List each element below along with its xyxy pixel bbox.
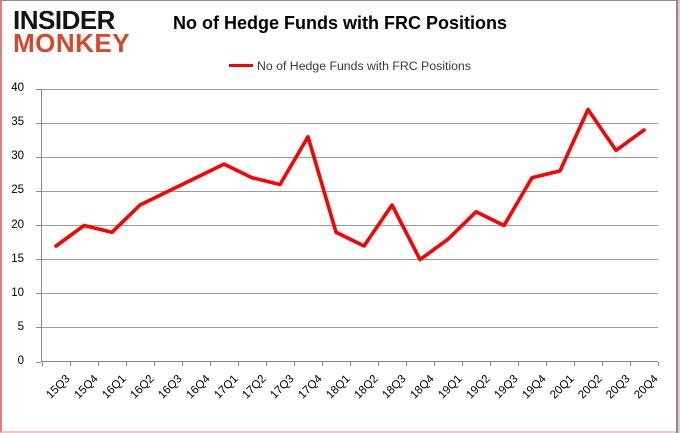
- gridline: [42, 156, 658, 158]
- x-tick: [321, 362, 323, 366]
- x-tick: [293, 362, 295, 366]
- y-tick: [36, 156, 41, 158]
- x-tick: [41, 362, 43, 366]
- x-axis-label: 20Q1: [548, 373, 577, 402]
- x-tick: [545, 362, 547, 366]
- series-svg: [54, 107, 646, 262]
- y-axis-label: 25: [11, 184, 24, 197]
- x-axis-label: 17Q3: [268, 373, 297, 402]
- x-tick: [349, 362, 351, 366]
- x-tick: [125, 362, 127, 366]
- x-tick: [265, 362, 267, 366]
- y-tick: [36, 327, 41, 329]
- gridline: [42, 122, 658, 124]
- x-tick: [517, 362, 519, 366]
- y-tick: [36, 88, 41, 90]
- x-axis-label: 15Q4: [72, 373, 101, 402]
- x-axis-label: 18Q2: [352, 373, 381, 402]
- x-tick: [433, 362, 435, 366]
- x-axis-label: 20Q4: [632, 373, 661, 402]
- x-tick: [209, 362, 211, 366]
- x-tick: [181, 362, 183, 366]
- x-tick: [377, 362, 379, 366]
- x-tick: [657, 362, 659, 366]
- x-tick: [461, 362, 463, 366]
- x-axis-label: 19Q3: [492, 373, 521, 402]
- x-tick: [97, 362, 99, 366]
- x-axis-label: 16Q3: [156, 373, 185, 402]
- y-axis-label: 0: [17, 355, 24, 367]
- x-axis-label: 18Q4: [408, 373, 437, 402]
- x-tick: [69, 362, 71, 366]
- x-axis-label: 15Q3: [44, 373, 73, 402]
- legend-line-swatch: [229, 64, 253, 67]
- gridline: [42, 259, 658, 261]
- gridline: [42, 88, 658, 90]
- legend-label: No of Hedge Funds with FRC Positions: [257, 58, 471, 73]
- legend: No of Hedge Funds with FRC Positions: [229, 58, 471, 73]
- x-axis-line: [42, 361, 658, 362]
- y-axis-line: [41, 89, 42, 362]
- x-tick: [405, 362, 407, 366]
- x-axis-label: 18Q3: [380, 373, 409, 402]
- x-tick: [629, 362, 631, 366]
- x-axis-label: 16Q4: [184, 373, 213, 402]
- plot-area: [36, 88, 659, 366]
- y-tick: [36, 190, 41, 192]
- y-tick: [36, 122, 41, 124]
- x-tick: [489, 362, 491, 366]
- gridline: [42, 225, 658, 226]
- y-tick: [36, 259, 41, 261]
- x-axis-label: 19Q2: [464, 373, 493, 402]
- y-tick: [36, 293, 41, 295]
- x-axis-label: 19Q4: [520, 373, 549, 402]
- y-axis-label: 10: [11, 286, 24, 299]
- logo-text-monkey: MONKEY: [13, 28, 131, 58]
- y-tick: [36, 225, 41, 226]
- y-axis-label: 5: [17, 320, 24, 333]
- x-tick: [601, 362, 603, 366]
- x-axis-label: 16Q2: [128, 373, 157, 402]
- gridline: [42, 327, 658, 329]
- gridline: [42, 190, 658, 192]
- x-axis-label: 20Q2: [576, 373, 605, 402]
- x-axis-label: 17Q4: [296, 373, 325, 402]
- gridline: [42, 293, 658, 295]
- x-axis-label: 20Q3: [604, 373, 633, 402]
- x-axis-label: 18Q1: [324, 373, 353, 402]
- chart-title: No of Hedge Funds with FRC Positions: [173, 13, 507, 33]
- y-axis-label: 15: [11, 252, 24, 265]
- x-axis-label: 17Q2: [240, 373, 269, 402]
- x-tick: [573, 362, 575, 366]
- x-axis-label: 17Q1: [212, 373, 241, 402]
- insider-monkey-logo: INSIDER MONKEY: [13, 5, 131, 58]
- series-line-frc: [54, 107, 646, 262]
- y-axis-label: 35: [11, 116, 24, 129]
- y-axis-label: 20: [11, 218, 24, 231]
- y-axis-label: 30: [11, 150, 24, 163]
- logo-text-insider: INSIDER: [13, 5, 115, 35]
- x-axis-label: 19Q1: [436, 373, 465, 402]
- x-tick: [237, 362, 239, 366]
- y-axis-label: 40: [11, 82, 24, 94]
- x-axis-label: 16Q1: [100, 373, 129, 402]
- x-tick: [153, 362, 155, 366]
- y-tick: [36, 361, 41, 363]
